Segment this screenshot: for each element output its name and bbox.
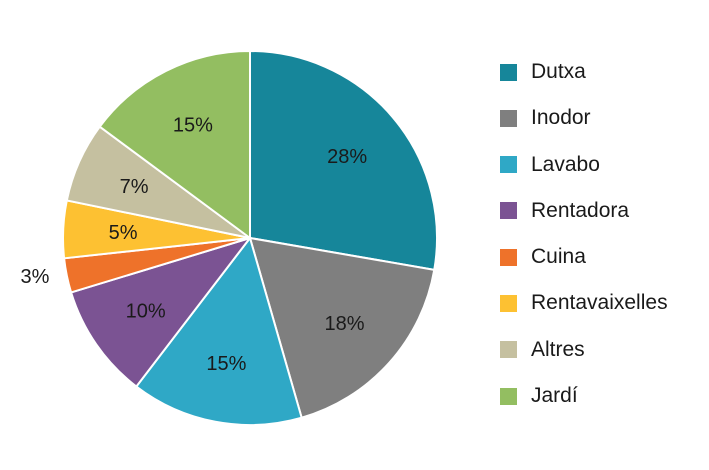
legend-label: Dutxa [531, 60, 586, 83]
legend-swatch [500, 109, 517, 127]
pie-slice-lavabo [135, 237, 303, 426]
pie-data-labels: 28% 18% 15% 10% 3% 5% 7% 15% [21, 115, 368, 375]
pie-slice-jardi [98, 50, 251, 239]
legend-label: Inodor [531, 106, 591, 130]
legend-swatch [500, 341, 517, 359]
pie-slice-dutxa [249, 50, 438, 271]
data-label-jardi: 15% [173, 115, 213, 137]
legend-label: Lavabo [531, 152, 600, 176]
legend-label: Rentavaixelles [531, 291, 668, 315]
legend-swatch [500, 156, 517, 174]
pie-slice-rentadora [70, 237, 251, 388]
legend-swatch [500, 202, 517, 220]
legend-label: Jardí [531, 384, 578, 408]
legend-item-lavabo: Lavabo [500, 150, 668, 180]
legend-label: Rentadora [531, 198, 630, 222]
legend-swatch [500, 63, 517, 81]
legend-item-inodor: Inodor [500, 103, 668, 133]
legend-swatch [500, 248, 517, 266]
legend-label: Altres [531, 337, 585, 361]
legend-item-dutxa: Dutxa [500, 57, 668, 87]
data-label-dutxa: 28% [327, 146, 367, 168]
legend-item-altres: Altres [500, 335, 668, 365]
legend-label: Cuina [531, 245, 586, 269]
legend-item-jardi: Jardí [500, 381, 668, 411]
legend-swatch [500, 294, 517, 312]
data-label-rentadora: 10% [126, 300, 166, 322]
data-label-rentavaixelles: 5% [109, 222, 138, 244]
chart-legend: Dutxa Inodor Lavabo Rentadora Cuina Rentavaix… [500, 57, 668, 427]
legend-swatch [500, 387, 517, 405]
data-label-lavabo: 15% [206, 353, 246, 375]
pie-slice-inodor [249, 237, 436, 419]
data-label-altres: 7% [120, 176, 149, 198]
data-label-cuina: 3% [21, 266, 50, 288]
legend-item-rentadora: Rentadora [500, 196, 668, 226]
legend-item-rentavaixelles: Rentavaixelles [500, 288, 668, 318]
legend-item-cuina: Cuina [500, 242, 668, 272]
data-label-inodor: 18% [325, 313, 365, 335]
pie-slices [62, 50, 438, 426]
